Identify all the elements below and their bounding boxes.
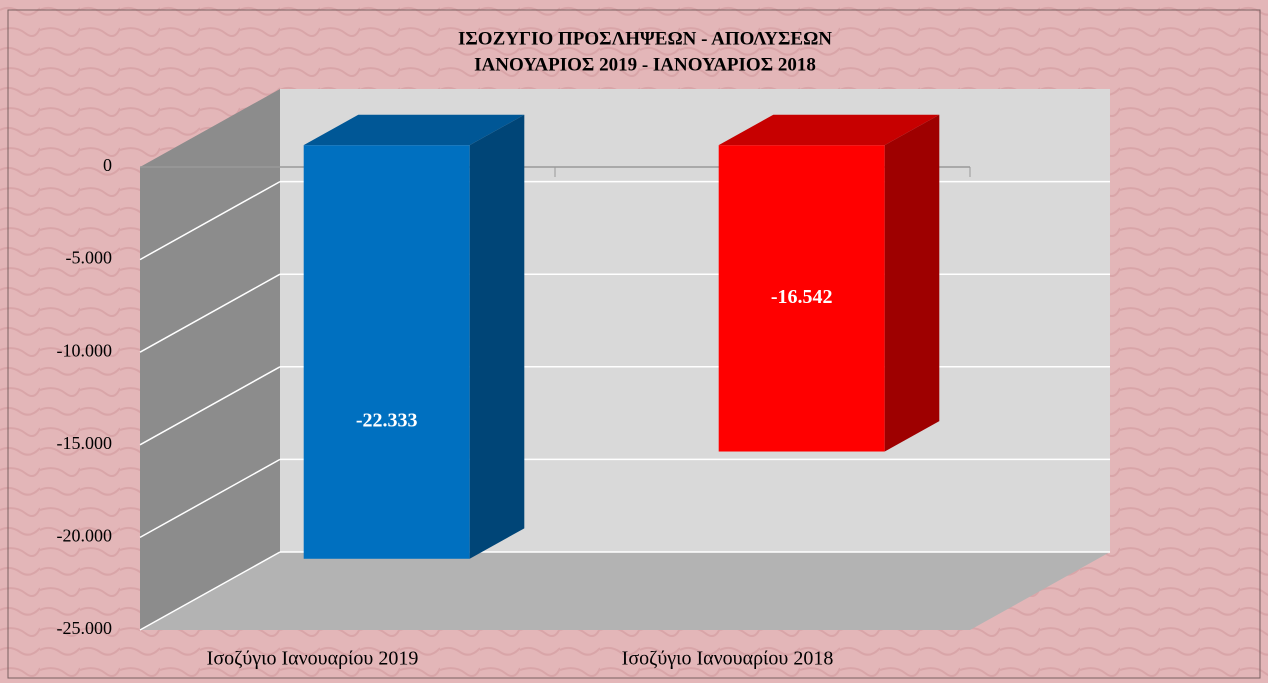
chart-title: ΙΣΟΖΥΓΙΟ ΠΡΟΣΛΗΨΕΩΝ - ΑΠΟΛΥΣΕΩΝ <box>458 28 832 49</box>
chart-subtitle: ΙΑΝΟΥΑΡΙΟΣ 2019 - ΙΑΝΟΥΑΡΙΟΣ 2018 <box>474 54 816 75</box>
grid-line <box>139 551 281 631</box>
grid-line <box>139 458 281 539</box>
floor <box>140 552 1110 630</box>
bar-top <box>718 114 940 146</box>
left-wall <box>140 89 280 630</box>
bar <box>718 145 885 452</box>
frame <box>7 9 1261 679</box>
y-tick-label: -20.000 <box>57 526 113 546</box>
bar-side <box>469 114 525 559</box>
value-label: -16.542 <box>771 286 833 308</box>
value-label: -22.333 <box>356 410 418 432</box>
grid-line <box>139 180 281 261</box>
y-tick-label: 0 <box>103 155 112 175</box>
grid-line <box>139 366 281 446</box>
x-tick-label: Ισοζύγιο Ιανουαρίου 2019 <box>207 648 419 670</box>
y-tick-label: -10.000 <box>57 340 113 360</box>
y-tick-label: -5.000 <box>66 248 113 268</box>
grid-line <box>139 273 281 353</box>
y-tick-label: -15.000 <box>57 433 113 453</box>
bar-top <box>303 114 525 146</box>
bar-side <box>884 114 940 452</box>
y-tick-label: -25.000 <box>57 618 113 638</box>
bar <box>303 145 470 559</box>
x-tick-label: Ισοζύγιο Ιανουαρίου 2018 <box>622 648 834 670</box>
